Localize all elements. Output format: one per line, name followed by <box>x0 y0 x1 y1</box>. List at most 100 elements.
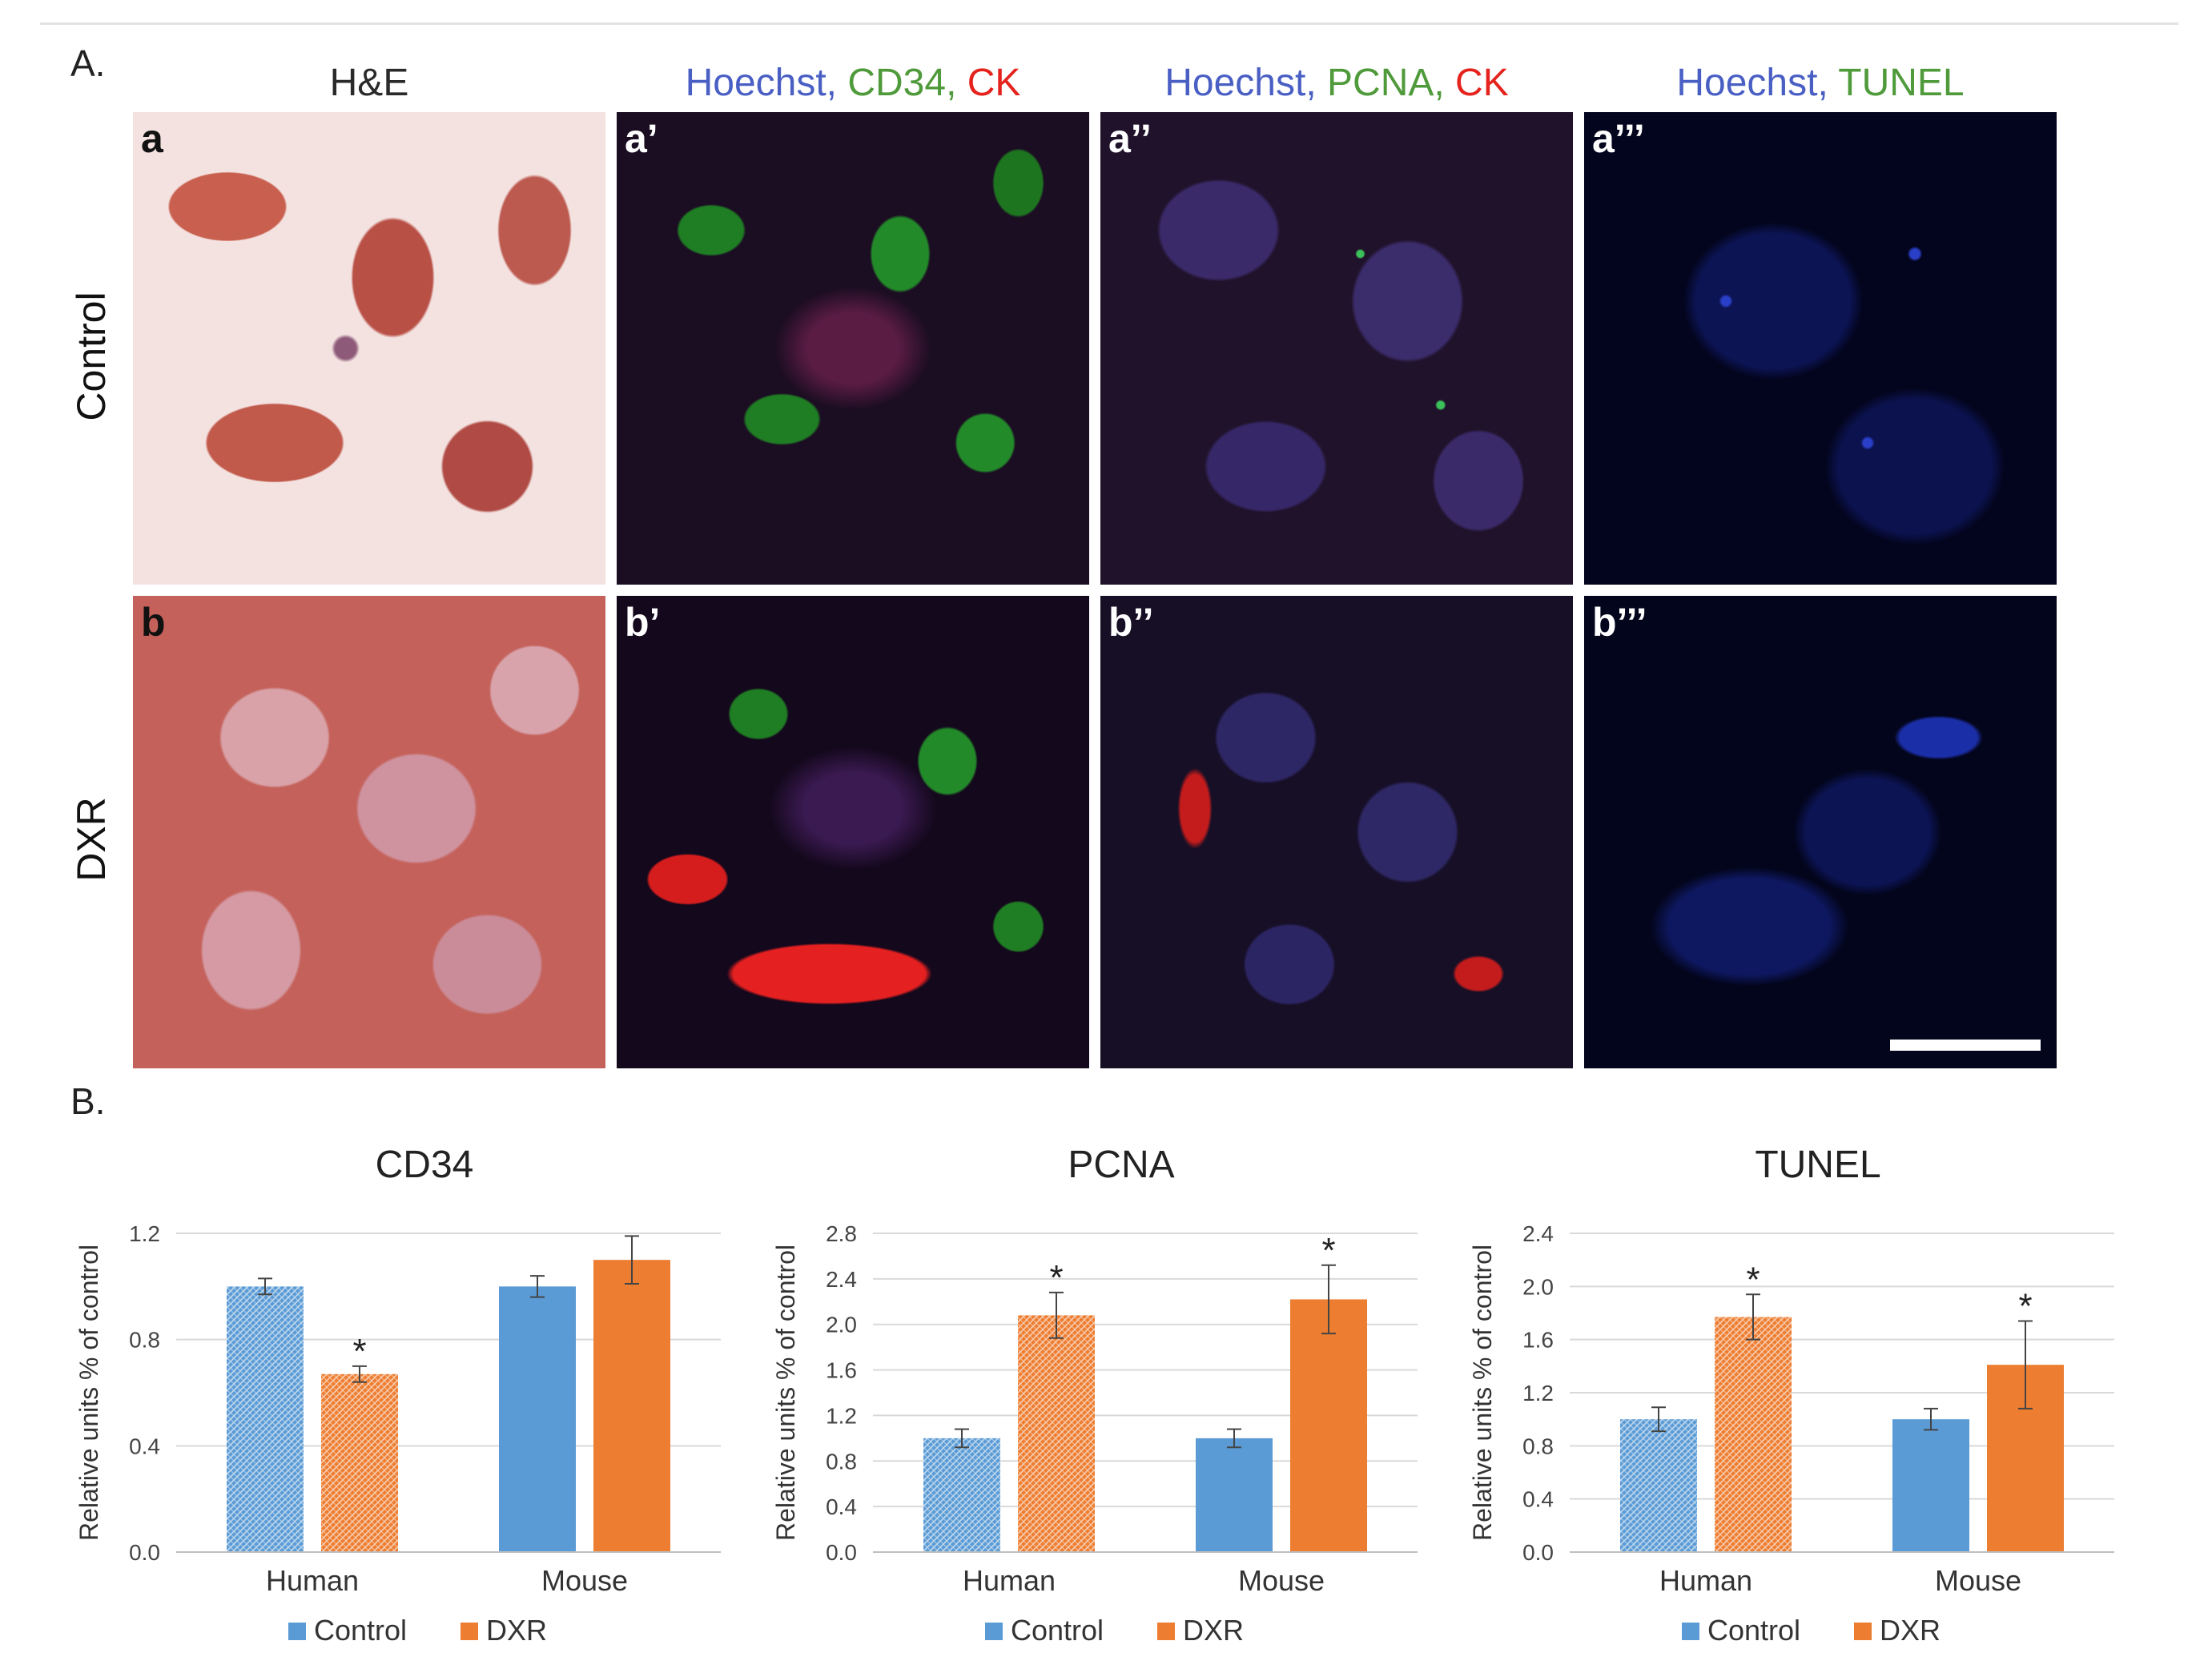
y-tick-label: 0.4 <box>1522 1487 1554 1512</box>
header-part: CK <box>967 62 1021 104</box>
category-label: Mouse <box>541 1564 628 1597</box>
column-header-he: H&E <box>133 58 605 109</box>
y-tick-label: 0.0 <box>826 1540 857 1565</box>
micrograph-tunel-dxr: b’’’ <box>1584 596 2057 1068</box>
column-header-pcna: Hoechst, PCNA, CK <box>1100 58 1573 109</box>
legend-swatch <box>985 1623 1003 1640</box>
legend-label: Control <box>314 1614 407 1647</box>
legend-swatch <box>1682 1623 1699 1640</box>
bar-control-mouse <box>1892 1419 1969 1552</box>
chart-tunel-svg: TUNEL 0.0 0.4 0.8 1.2 1.6 2.0 2.4 Relative units… <box>1468 1144 2114 1647</box>
category-label: Human <box>1659 1564 1752 1597</box>
legend-label: DXR <box>486 1614 547 1647</box>
micrograph-cd34-control: a’ <box>617 112 1089 585</box>
chart-cd34: CD34 0.0 0.4 0.8 1.2 Relative units % of cont… <box>64 1121 753 1666</box>
category-label: Mouse <box>1238 1564 1325 1597</box>
y-tick-label: 0.4 <box>826 1494 857 1519</box>
y-tick-label: 1.2 <box>826 1403 857 1428</box>
bar-control-human <box>1620 1419 1697 1552</box>
y-axis-label: Relative units % of control <box>771 1245 800 1541</box>
header-part: PCNA, <box>1327 62 1456 104</box>
legend-swatch <box>1854 1623 1872 1640</box>
significance-star: * <box>1746 1260 1760 1299</box>
chart-pcna-svg: PCNA 0.0 0.4 0.8 1.2 1.6 2.0 2.4 2.8 Relative uni… <box>771 1144 1418 1647</box>
column-header-cd34: Hoechst, CD34, CK <box>617 58 1089 109</box>
top-divider <box>40 22 2178 25</box>
category-label: Mouse <box>1935 1564 2021 1597</box>
micrograph-pcna-dxr: b’’ <box>1100 596 1573 1068</box>
bar-control-mouse <box>1196 1438 1273 1552</box>
panel-label: b <box>141 600 166 645</box>
y-tick-label: 1.6 <box>826 1358 857 1383</box>
header-part: H&E <box>329 62 409 104</box>
bar-control-mouse <box>499 1286 576 1552</box>
column-header-tunel: Hoechst, TUNEL <box>1584 58 2057 109</box>
significance-star: * <box>1321 1231 1335 1270</box>
section-a-label: A. <box>70 42 106 84</box>
chart-title: TUNEL <box>1755 1144 1880 1186</box>
y-tick-label: 2.8 <box>826 1221 857 1246</box>
y-tick-label: 2.4 <box>1522 1221 1554 1246</box>
y-tick-label: 2.4 <box>826 1267 857 1292</box>
bar-dxr-human <box>321 1373 398 1552</box>
panel-label: a’’’ <box>1592 116 1645 161</box>
category-label: Human <box>963 1564 1056 1597</box>
section-b-label: B. <box>70 1080 106 1122</box>
y-tick-label: 0.0 <box>129 1540 160 1565</box>
panel-label: a <box>141 116 163 161</box>
chart-tunel: TUNEL 0.0 0.4 0.8 1.2 1.6 2.0 2.4 Relative units… <box>1458 1121 2146 1666</box>
scale-bar <box>1890 1040 2041 1051</box>
bar-dxr-human <box>1018 1315 1095 1552</box>
significance-star: * <box>352 1332 366 1371</box>
y-tick-label: 1.2 <box>1522 1381 1554 1406</box>
header-part: CD34, <box>847 62 967 104</box>
micrograph-tunel-control: a’’’ <box>1584 112 2057 585</box>
micrograph-cd34-dxr: b’ <box>617 596 1089 1068</box>
bar-control-human <box>227 1286 304 1552</box>
row-label-dxr: DXR <box>69 797 114 882</box>
y-axis-label: Relative units % of control <box>1468 1245 1497 1541</box>
panel-label: b’’’ <box>1592 600 1647 645</box>
bar-dxr-mouse <box>1290 1299 1367 1552</box>
chart-title: CD34 <box>376 1144 474 1186</box>
micrograph-he-control: a <box>133 112 605 585</box>
chart-cd34-svg: CD34 0.0 0.4 0.8 1.2 Relative units % of cont… <box>74 1144 721 1647</box>
legend-label: DXR <box>1183 1614 1244 1647</box>
y-tick-label: 0.8 <box>1522 1434 1554 1458</box>
micrograph-pcna-control: a’’ <box>1100 112 1573 585</box>
panel-label: a’’ <box>1108 116 1152 161</box>
legend-swatch <box>460 1623 478 1640</box>
category-label: Human <box>266 1564 359 1597</box>
y-tick-label: 2.0 <box>1522 1274 1554 1299</box>
y-tick-label: 0.4 <box>129 1434 160 1458</box>
y-axis-label: Relative units % of control <box>74 1245 103 1541</box>
bar-dxr-human <box>1715 1317 1792 1552</box>
legend-swatch <box>288 1623 306 1640</box>
legend-label: DXR <box>1880 1614 1941 1647</box>
panel-label: a’ <box>625 116 658 161</box>
header-part: Hoechst, <box>1676 62 1839 104</box>
y-tick-label: 0.0 <box>1522 1540 1554 1565</box>
header-part: CK <box>1455 62 1509 104</box>
row-label-control: Control <box>69 292 114 421</box>
micrograph-he-dxr: b <box>133 596 605 1068</box>
chart-pcna: PCNA 0.0 0.4 0.8 1.2 1.6 2.0 2.4 2.8 Relative uni… <box>761 1121 1450 1666</box>
y-tick-label: 2.0 <box>826 1313 857 1337</box>
y-tick-label: 0.8 <box>129 1328 160 1353</box>
y-tick-label: 0.8 <box>826 1449 857 1474</box>
header-part: TUNEL <box>1838 62 1965 104</box>
y-tick-label: 1.2 <box>129 1221 160 1246</box>
bar-dxr-mouse <box>593 1260 670 1552</box>
y-tick-label: 1.6 <box>1522 1328 1554 1353</box>
legend-swatch <box>1157 1623 1175 1640</box>
legend-label: Control <box>1011 1614 1104 1647</box>
header-part: Hoechst, <box>1164 62 1328 104</box>
panel-label: b’ <box>625 600 661 645</box>
panel-label: b’’ <box>1108 600 1154 645</box>
chart-title: PCNA <box>1068 1144 1174 1186</box>
header-part: Hoechst, <box>685 62 848 104</box>
legend-label: Control <box>1707 1614 1800 1647</box>
bar-control-human <box>923 1438 1000 1552</box>
significance-star: * <box>1049 1258 1063 1297</box>
significance-star: * <box>2018 1286 2032 1325</box>
